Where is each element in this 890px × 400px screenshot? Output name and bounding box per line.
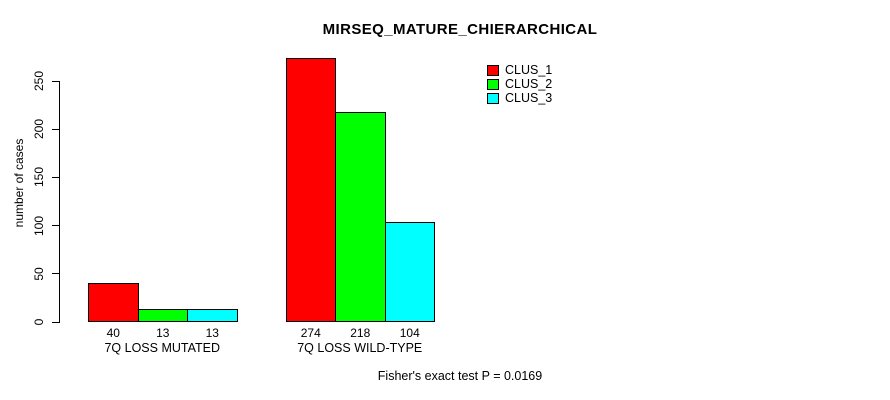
bar-value-label: 104 xyxy=(399,326,420,340)
legend: CLUS_1 CLUS_2 CLUS_3 xyxy=(487,63,552,105)
y-axis-tick-label: 250 xyxy=(32,70,46,92)
bar-clus_1-group2 xyxy=(285,58,336,322)
y-axis-tick-label: 50 xyxy=(32,267,46,281)
bar-clus_3-group2 xyxy=(384,222,435,322)
y-axis-tick xyxy=(52,321,60,323)
y-axis-line xyxy=(59,81,60,322)
x-category-label: 7Q LOSS MUTATED xyxy=(104,341,221,355)
legend-swatch-clus_3 xyxy=(487,92,499,104)
y-axis-tick-label: 150 xyxy=(32,167,46,188)
legend-item-clus_3: CLUS_3 xyxy=(487,91,552,105)
legend-label: CLUS_2 xyxy=(505,77,553,91)
y-axis-tick xyxy=(52,225,60,227)
y-axis-tick xyxy=(52,273,60,275)
y-axis-tick-label: 200 xyxy=(32,119,46,140)
bar-value-label: 40 xyxy=(106,326,120,340)
y-axis-tick-label: 0 xyxy=(32,318,46,326)
legend-item-clus_1: CLUS_1 xyxy=(487,63,552,77)
chart-title: MIRSEQ_MATURE_CHIERARCHICAL xyxy=(322,21,598,38)
y-axis-tick-label: 100 xyxy=(32,215,46,236)
bar-value-label: 218 xyxy=(350,326,371,340)
legend-label: CLUS_3 xyxy=(505,91,553,105)
bar-clus_2-group2 xyxy=(335,112,386,322)
legend-label: CLUS_1 xyxy=(505,63,553,77)
legend-swatch-clus_2 xyxy=(487,78,499,90)
bar-clus_1-group1 xyxy=(88,283,139,322)
y-axis-tick xyxy=(52,176,60,178)
y-axis-title: number of cases xyxy=(12,138,26,228)
legend-item-clus_2: CLUS_2 xyxy=(487,77,552,91)
y-axis-tick xyxy=(52,80,60,82)
y-axis-tick xyxy=(52,128,60,130)
bar-value-label: 13 xyxy=(205,326,219,340)
stat-annotation: Fisher's exact test P = 0.0169 xyxy=(377,369,543,383)
x-category-label: 7Q LOSS WILD-TYPE xyxy=(297,341,423,355)
bar-value-label: 274 xyxy=(300,326,321,340)
legend-swatch-clus_1 xyxy=(487,64,499,76)
bar-value-label: 13 xyxy=(156,326,170,340)
bar-clus_2-group1 xyxy=(137,309,188,322)
bar-clus_3-group1 xyxy=(187,309,238,322)
